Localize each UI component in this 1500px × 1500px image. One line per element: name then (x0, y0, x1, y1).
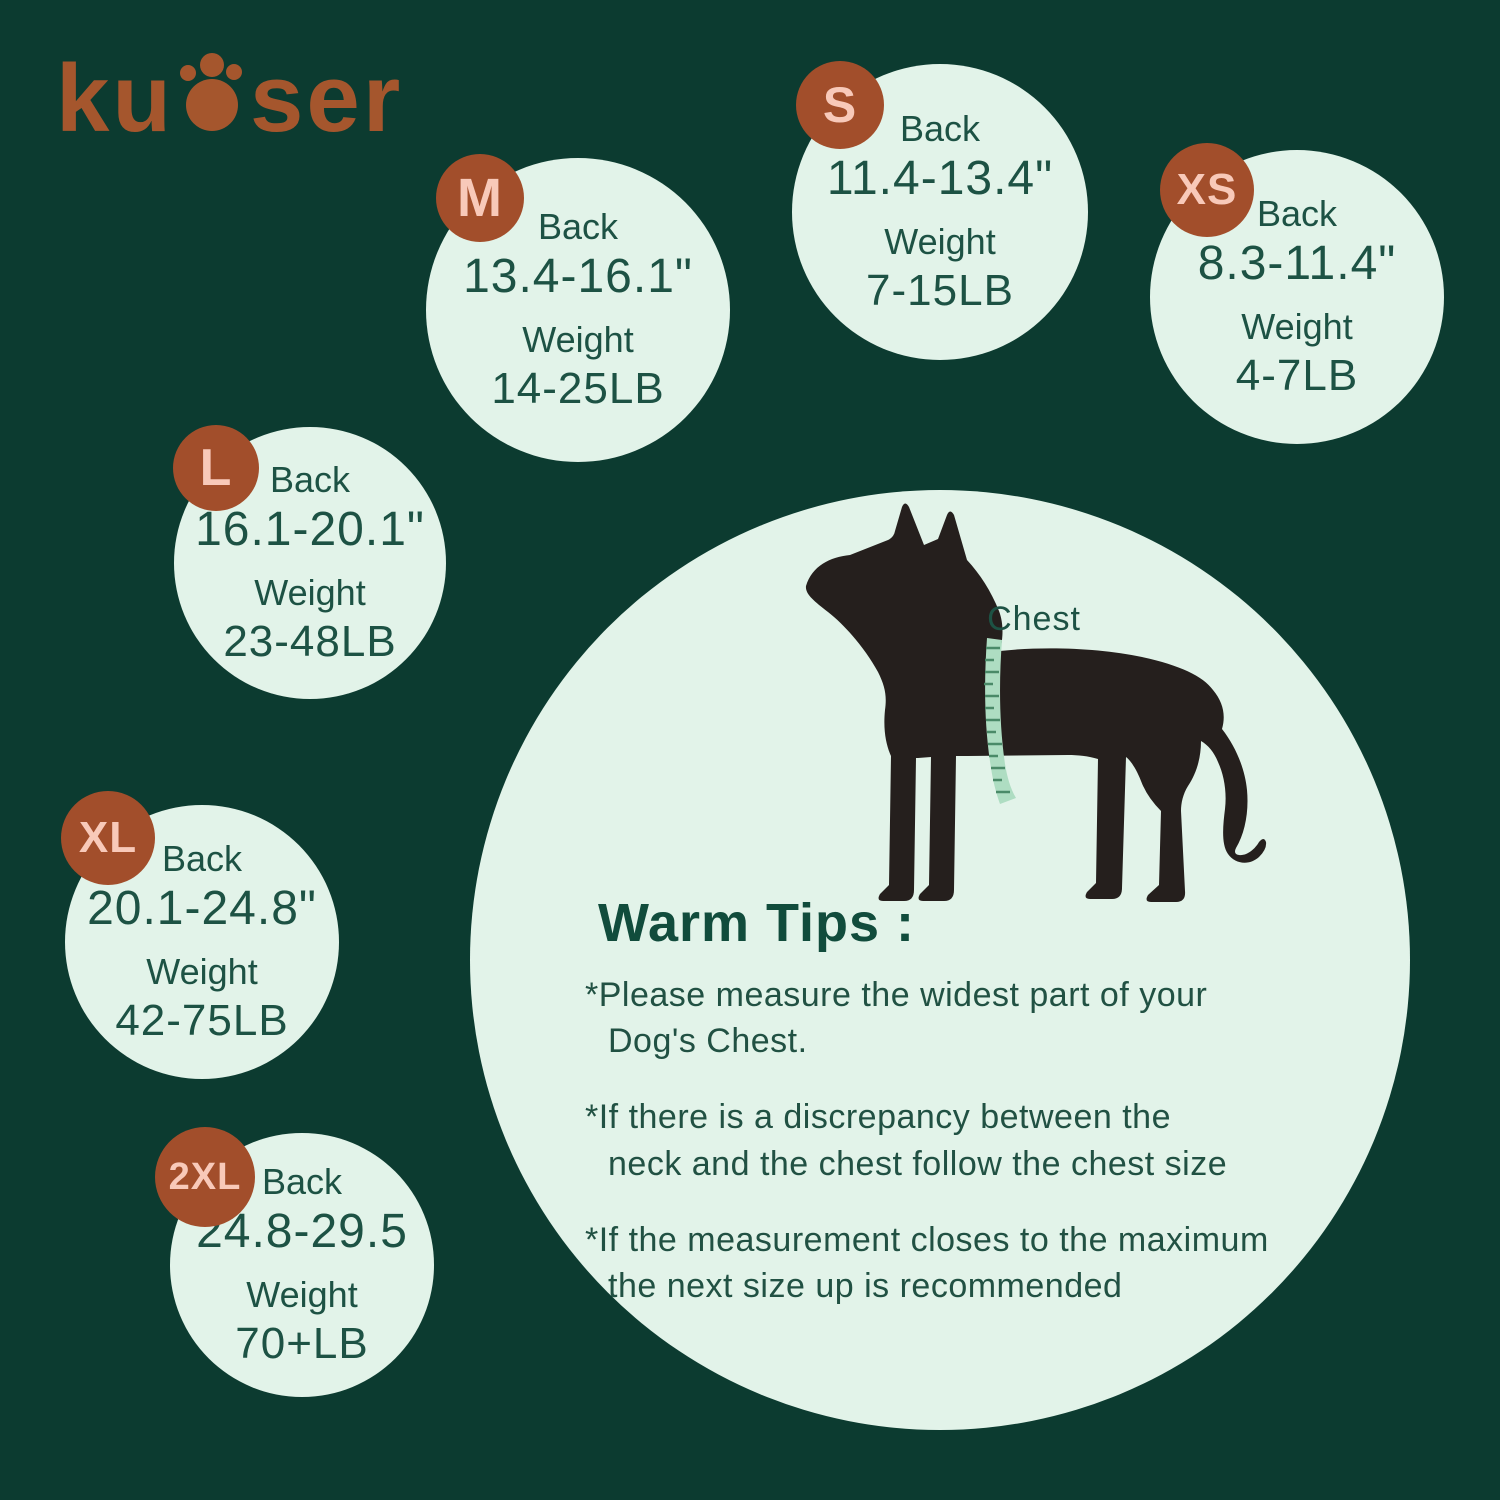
tip-line: *Please measure the widest part of your (585, 976, 1208, 1014)
dog-silhouette-icon (805, 503, 1267, 902)
back-label: Back (261, 1160, 343, 1202)
logo-text-right: ser (250, 45, 404, 152)
back-value: 8.3-11.4" (1197, 237, 1397, 291)
measuring-tape-ticks (984, 646, 1010, 794)
back-label: Back (899, 107, 981, 149)
size-badge-l: L (173, 425, 259, 511)
tip-line: *If there is a discrepancy between the (585, 1098, 1171, 1137)
warm-tips-list: *Please measure the widest part of your … (585, 972, 1269, 1309)
tip-item: *If there is a discrepancy between the n… (585, 1094, 1269, 1186)
size-circle-s: S Back 11.4-13.4" Weight 7-15LB (792, 61, 1088, 360)
measuring-guide-circle: Chest Warm Tips : *Please measure the wi… (470, 490, 1410, 1430)
tip-line: neck and the chest follow the chest size (608, 1144, 1228, 1183)
weight-value: 70+LB (235, 1318, 369, 1368)
tip-item: *Please measure the widest part of your … (585, 972, 1269, 1064)
weight-label: Weight (522, 319, 634, 361)
back-value: 20.1-24.8" (87, 882, 317, 936)
tip-line: the next size up is recommended (608, 1267, 1123, 1306)
dog-diagram: Chest (790, 500, 1290, 950)
weight-label: Weight (246, 1274, 358, 1316)
measuring-tape-icon (985, 638, 1016, 804)
size-circle-xl: XL Back 20.1-24.8" Weight 42-75LB (61, 791, 339, 1079)
size-circle-m: M Back 13.4-16.1" Weight 14-25LB (426, 154, 730, 462)
weight-label: Weight (884, 221, 996, 263)
size-circle-l: L Back 16.1-20.1" Weight 23-48LB (173, 425, 446, 699)
back-label: Back (161, 837, 243, 879)
size-circle-xs: XS Back 8.3-11.4" Weight 4-7LB (1150, 143, 1444, 444)
weight-value: 7-15LB (866, 265, 1014, 315)
weight-value: 14-25LB (491, 363, 665, 413)
back-value: 11.4-13.4" (826, 152, 1054, 206)
paw-icon (180, 53, 243, 131)
size-badge-xl: XL (61, 791, 155, 885)
back-label: Back (269, 458, 351, 500)
size-badge-s: S (796, 61, 884, 149)
tip-line: *If the measurement closes to the maximu… (585, 1220, 1269, 1259)
size-circle-2xl: 2XL Back 24.8-29.5 Weight 70+LB (155, 1127, 434, 1397)
size-badge-xs: XS (1160, 143, 1254, 237)
weight-label: Weight (1241, 306, 1353, 348)
back-label: Back (1256, 192, 1338, 234)
size-badge-m: M (436, 154, 524, 242)
back-value: 16.1-20.1" (195, 503, 425, 557)
weight-value: 4-7LB (1235, 350, 1359, 400)
tip-item: *If the measurement closes to the maximu… (585, 1217, 1269, 1309)
logo-text-left: ku (56, 45, 175, 152)
size-badge-2xl: 2XL (155, 1127, 255, 1227)
weight-value: 23-48LB (223, 616, 397, 666)
weight-label: Weight (146, 951, 258, 993)
weight-label: Weight (254, 572, 366, 614)
back-value: 13.4-16.1" (463, 250, 693, 304)
weight-value: 42-75LB (115, 995, 289, 1045)
tip-line: Dog's Chest. (608, 1022, 808, 1061)
brand-logo: ku ser (56, 44, 403, 154)
warm-tips-title: Warm Tips : (598, 893, 916, 953)
chest-label: Chest (987, 600, 1081, 638)
back-label: Back (537, 205, 619, 247)
